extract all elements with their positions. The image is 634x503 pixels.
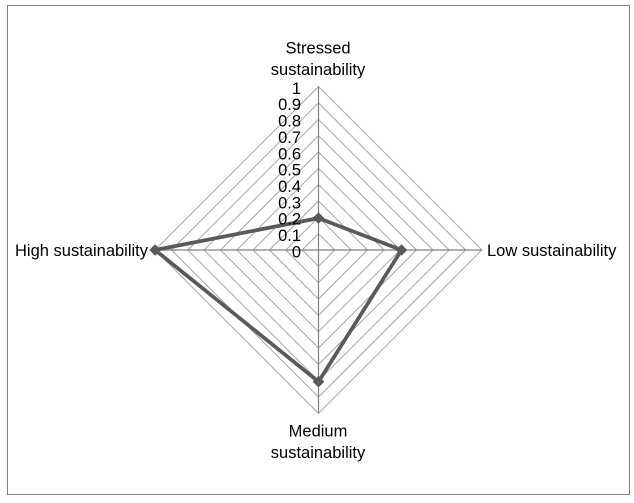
svg-text:0.3: 0.3 [278, 194, 301, 212]
svg-text:0.8: 0.8 [278, 113, 301, 131]
svg-text:sustainability: sustainability [271, 444, 366, 462]
svg-text:Low sustainability: Low sustainability [487, 242, 617, 260]
svg-text:Stressed: Stressed [285, 40, 350, 58]
svg-text:0.7: 0.7 [278, 129, 301, 147]
svg-text:0.4: 0.4 [278, 178, 301, 196]
svg-text:0.6: 0.6 [278, 145, 301, 163]
svg-text:sustainability: sustainability [271, 61, 366, 79]
svg-text:High sustainability: High sustainability [15, 242, 149, 260]
svg-text:Medium: Medium [289, 423, 348, 441]
svg-text:0.9: 0.9 [278, 96, 301, 114]
svg-text:0.1: 0.1 [278, 227, 301, 245]
svg-text:1: 1 [292, 80, 301, 98]
svg-text:0.5: 0.5 [278, 162, 301, 180]
svg-text:0: 0 [292, 243, 301, 261]
svg-text:0.2: 0.2 [278, 211, 301, 229]
